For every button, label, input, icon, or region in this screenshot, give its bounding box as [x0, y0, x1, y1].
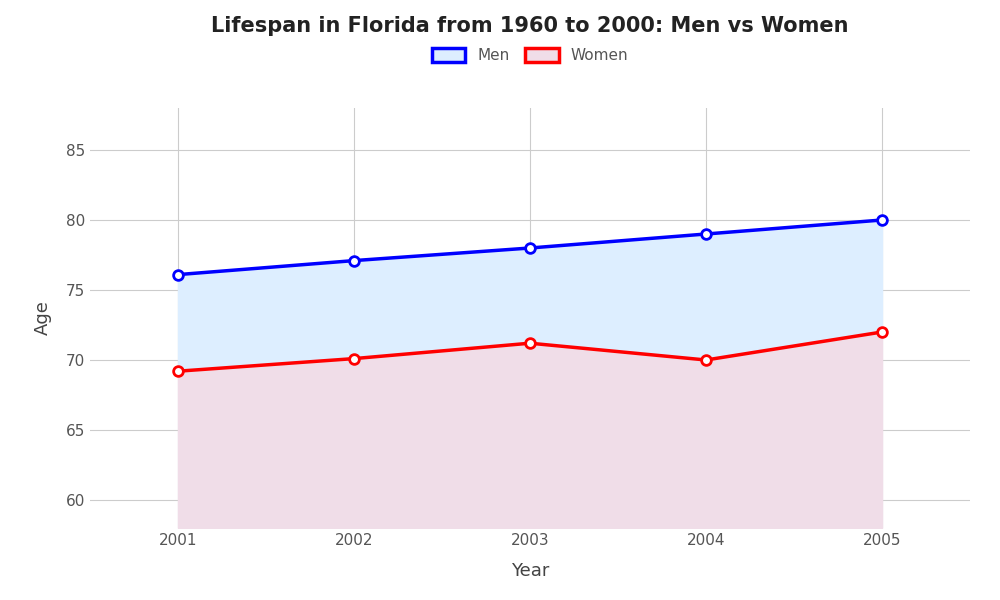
X-axis label: Year: Year: [511, 562, 549, 580]
Y-axis label: Age: Age: [34, 301, 52, 335]
Legend: Men, Women: Men, Women: [425, 42, 635, 70]
Title: Lifespan in Florida from 1960 to 2000: Men vs Women: Lifespan in Florida from 1960 to 2000: M…: [211, 16, 849, 35]
